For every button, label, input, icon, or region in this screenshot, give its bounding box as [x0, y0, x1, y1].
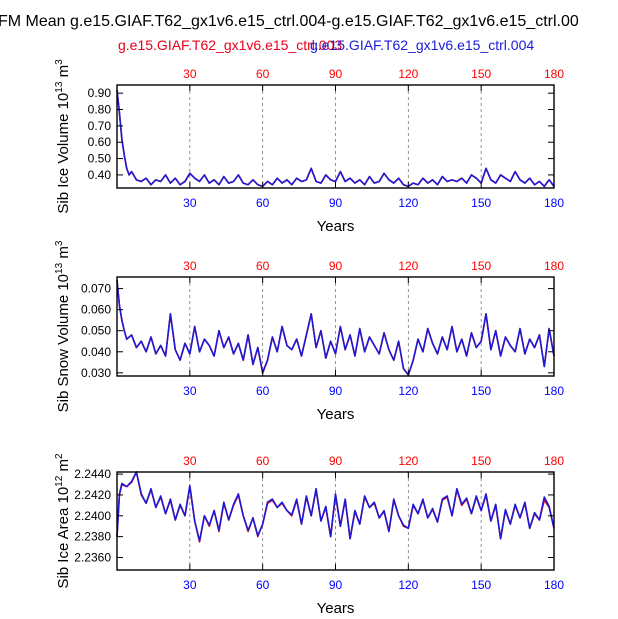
- x-tick-label-top: 150: [471, 67, 491, 81]
- x-tick-label-top: 90: [329, 259, 343, 273]
- x-tick-label-top: 60: [256, 454, 270, 468]
- y-tick-label: 0.030: [81, 366, 111, 380]
- x-tick-label-top: 150: [471, 454, 491, 468]
- x-tick-label-top: 30: [183, 259, 197, 273]
- x-tick-label-bottom: 30: [183, 578, 197, 592]
- x-tick-label-top: 180: [544, 454, 564, 468]
- x-tick-label-top: 150: [471, 259, 491, 273]
- x-tick-label-top: 90: [329, 67, 343, 81]
- x-tick-label-bottom: 150: [471, 384, 491, 398]
- y-axis-label: Sib Ice Area 1012 m2: [54, 453, 72, 589]
- y-tick-label: 0.60: [88, 135, 112, 149]
- x-tick-label-top: 90: [329, 454, 343, 468]
- x-tick-label-bottom: 60: [256, 196, 270, 210]
- x-tick-label-top: 30: [183, 67, 197, 81]
- x-tick-label-top: 120: [398, 67, 418, 81]
- x-tick-label-bottom: 120: [398, 384, 418, 398]
- chart-panel-1: 30 30 60 60 90 90 120 120 150 150 180 180 0.40 0.50 0.…: [54, 59, 564, 235]
- y-axis-label: Sib Snow Volume 1013 m3: [54, 240, 72, 412]
- x-axis-label: Years: [317, 218, 355, 235]
- x-tick-label-bottom: 90: [329, 384, 343, 398]
- legend-series-b: g.e15.GIAF.T62_gx1v6.e15_ctrl.004: [310, 37, 534, 53]
- x-tick-label-top: 120: [398, 454, 418, 468]
- x-tick-label-bottom: 150: [471, 196, 491, 210]
- x-tick-label-top: 60: [256, 259, 270, 273]
- x-tick-label-top: 60: [256, 67, 270, 81]
- figure-title: FM Mean g.e15.GIAF.T62_gx1v6.e15_ctrl.00…: [0, 13, 579, 30]
- x-tick-label-bottom: 60: [256, 578, 270, 592]
- x-tick-label-top: 120: [398, 259, 418, 273]
- x-tick-label-top: 180: [544, 259, 564, 273]
- y-tick-label: 0.040: [81, 345, 111, 359]
- y-tick-label: 2.2420: [74, 488, 111, 502]
- legend-series-a: g.e15.GIAF.T62_gx1v6.e15_ctrl.003: [118, 37, 342, 53]
- y-tick-label: 2.2440: [74, 467, 111, 481]
- x-tick-label-top: 180: [544, 67, 564, 81]
- x-tick-label-bottom: 90: [329, 196, 343, 210]
- y-tick-label: 0.060: [81, 303, 111, 317]
- chart-panel-3: 30 30 60 60 90 90 120 120 150 150 180 180 2.2360 2.23…: [54, 453, 564, 617]
- x-tick-label-bottom: 120: [398, 578, 418, 592]
- y-tick-label: 0.070: [81, 282, 111, 296]
- y-tick-label: 2.2360: [74, 550, 111, 564]
- x-tick-label-bottom: 180: [544, 196, 564, 210]
- legend: g.e15.GIAF.T62_gx1v6.e15_ctrl.003 g.e15.…: [118, 37, 534, 53]
- series-line-b: [116, 280, 555, 376]
- x-axis-label: Years: [317, 406, 355, 423]
- y-axis-label: Sib Ice Volume 1013 m3: [54, 59, 72, 214]
- x-tick-label-top: 30: [183, 454, 197, 468]
- x-tick-label-bottom: 30: [183, 196, 197, 210]
- x-tick-label-bottom: 60: [256, 384, 270, 398]
- x-axis-label: Years: [317, 600, 355, 617]
- y-tick-label: 2.2400: [74, 509, 111, 523]
- y-tick-label: 2.2380: [74, 530, 111, 544]
- x-tick-label-bottom: 90: [329, 578, 343, 592]
- series-line-b: [116, 471, 555, 542]
- y-tick-label: 0.40: [88, 168, 112, 182]
- y-tick-label: 0.050: [81, 324, 111, 338]
- y-tick-label: 0.90: [88, 86, 112, 100]
- chart-panel-2: 30 30 60 60 90 90 120 120 150 150 180 180 0.030 0.040…: [54, 240, 564, 423]
- x-tick-label-bottom: 150: [471, 578, 491, 592]
- y-tick-label: 0.80: [88, 103, 112, 117]
- y-tick-label: 0.70: [88, 119, 112, 133]
- x-tick-label-bottom: 180: [544, 578, 564, 592]
- x-tick-label-bottom: 180: [544, 384, 564, 398]
- y-tick-label: 0.50: [88, 152, 112, 166]
- x-tick-label-bottom: 30: [183, 384, 197, 398]
- series-line-b: [116, 89, 555, 188]
- x-tick-label-bottom: 120: [398, 196, 418, 210]
